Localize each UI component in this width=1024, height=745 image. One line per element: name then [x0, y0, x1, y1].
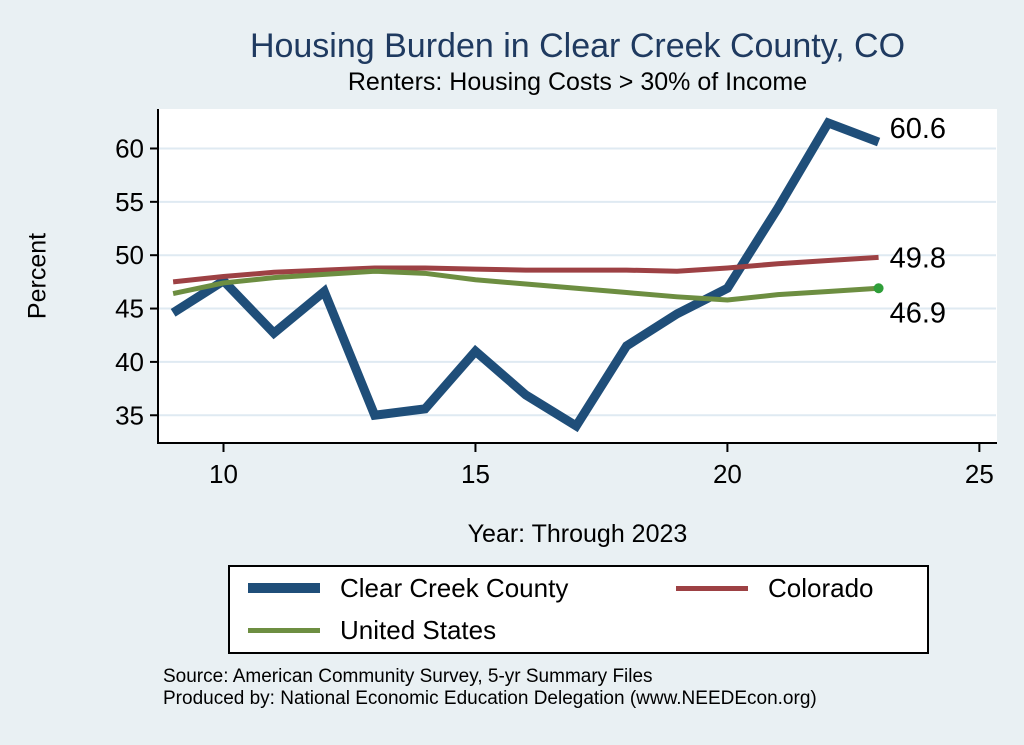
legend-label-clear-creek-county: Clear Creek County [340, 572, 569, 603]
y-axis-label: Percent [23, 232, 52, 320]
chart-title: Housing Burden in Clear Creek County, CO [249, 27, 906, 65]
y-tick-label: 45 [115, 294, 144, 324]
legend-swatch-colorado [676, 585, 748, 591]
x-tick-label: 10 [209, 459, 238, 489]
legend-swatch-clear-creek-county [248, 583, 320, 594]
series-line-clear-creek-county [170, 117, 881, 433]
legend-label-colorado: Colorado [768, 572, 874, 603]
plot-area: 35 40 45 50 55 60 10 15 20 25 60.6 49.8 46.9 [115, 109, 997, 489]
series-line-colorado [172, 254, 879, 285]
legend-item-colorado: Colorado [676, 573, 927, 604]
legend-swatch-united-states [248, 628, 320, 634]
y-tick-label: 50 [115, 240, 144, 270]
legend-label-united-states: United States [340, 615, 497, 646]
footer: Source: American Community Survey, 5-yr … [163, 666, 817, 710]
series-end-label-colorado: 49.8 [890, 242, 946, 274]
series-end-dot-united-states [873, 283, 884, 294]
source-note: Source: American Community Survey, 5-yr … [163, 666, 653, 687]
y-tick-label: 35 [115, 400, 144, 430]
x-tick-label: 20 [713, 459, 742, 489]
x-tick-label: 15 [461, 459, 490, 489]
x-tick-label: 25 [965, 459, 994, 489]
y-tick-label: 40 [115, 347, 144, 377]
series-end-label-clear-creek-county: 60.6 [890, 113, 946, 145]
chart-subtitle: Renters: Housing Costs > 30% of Income [347, 68, 808, 96]
y-tick-label: 60 [115, 133, 144, 163]
series-end-label-united-states: 46.9 [890, 297, 946, 329]
producer-note: Produced by: National Economic Education… [163, 688, 817, 709]
series-line-united-states [172, 268, 879, 303]
y-tick-label: 55 [115, 187, 144, 217]
x-axis-label: Year: Through 2023 [467, 520, 688, 548]
legend: Clear Creek County Colorado United State… [228, 565, 929, 654]
title-block: Housing Burden in Clear Creek County, CO… [130, 0, 1024, 97]
legend-item-clear-creek-county: Clear Creek County [248, 573, 676, 604]
legend-item-united-states: United States [248, 615, 676, 646]
